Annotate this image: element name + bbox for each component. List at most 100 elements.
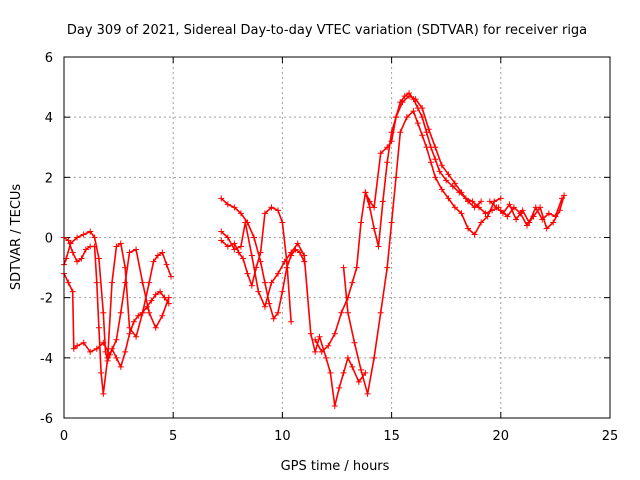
data-point <box>375 243 382 250</box>
x-axis-label: GPS time / hours <box>281 459 390 474</box>
data-point <box>388 219 395 226</box>
data-point <box>478 198 485 205</box>
data-point <box>493 204 500 211</box>
data-point <box>74 234 81 241</box>
data-point <box>113 243 120 250</box>
data-point <box>257 249 264 256</box>
data-point <box>371 225 378 232</box>
data-point <box>231 204 238 211</box>
data-point <box>438 162 445 169</box>
series-line <box>220 221 367 407</box>
data-point <box>93 279 100 286</box>
series-track-1 <box>61 228 172 370</box>
data-point <box>307 330 314 337</box>
data-point <box>218 195 225 202</box>
data-point <box>318 348 325 355</box>
data-point <box>419 132 426 139</box>
data-point <box>443 177 450 184</box>
data-point <box>279 219 286 226</box>
data-point <box>126 249 133 256</box>
data-point <box>133 246 140 253</box>
series-track-9 <box>362 93 485 211</box>
y-tick-label: 4 <box>45 111 53 126</box>
data-point <box>139 279 146 286</box>
data-point <box>419 105 426 112</box>
data-point <box>270 315 277 322</box>
data-point <box>497 195 504 202</box>
data-point <box>104 354 111 361</box>
data-point <box>152 324 159 331</box>
data-point <box>366 198 373 205</box>
data-point <box>301 252 308 259</box>
data-point <box>154 252 161 259</box>
data-point <box>109 279 116 286</box>
series-track-7 <box>312 90 502 355</box>
data-point <box>139 309 146 316</box>
data-point <box>87 348 94 355</box>
data-point <box>550 219 557 226</box>
data-point <box>312 348 319 355</box>
data-point <box>331 330 338 337</box>
data-point <box>146 279 153 286</box>
data-point <box>423 144 430 151</box>
x-tick-label: 0 <box>60 429 68 444</box>
data-point <box>100 309 107 316</box>
series-line <box>63 248 170 356</box>
series-track-5 <box>218 204 295 325</box>
data-point <box>100 390 107 397</box>
data-point <box>338 309 345 316</box>
data-point <box>275 270 282 277</box>
data-point <box>504 213 511 220</box>
data-point <box>231 240 238 247</box>
data-point <box>261 210 268 217</box>
data-point <box>506 201 513 208</box>
data-point <box>95 255 102 262</box>
data-point <box>497 207 504 214</box>
plot-frame <box>63 56 611 419</box>
data-point <box>445 195 452 202</box>
data-point <box>117 240 124 247</box>
data-point <box>423 129 430 136</box>
x-tick-labels: 0 5 10 15 20 25 <box>60 429 618 444</box>
data-point <box>392 174 399 181</box>
data-point <box>465 198 472 205</box>
data-point <box>78 255 85 262</box>
data-point <box>218 228 225 235</box>
grid-layer <box>64 57 610 418</box>
data-point <box>427 159 434 166</box>
data-point <box>113 336 120 343</box>
series-track-2 <box>61 234 175 397</box>
data-point <box>458 189 465 196</box>
data-point <box>146 309 153 316</box>
data-point <box>513 216 520 223</box>
data-point <box>165 294 172 301</box>
data-point <box>150 258 157 265</box>
data-point <box>117 309 124 316</box>
data-point <box>432 174 439 181</box>
data-point <box>117 363 124 370</box>
data-point <box>244 270 251 277</box>
y-tick-label: -2 <box>40 292 53 307</box>
data-point <box>543 225 550 232</box>
data-point <box>266 300 273 307</box>
y-axis-label: SDTVAR / TECUs <box>9 184 24 291</box>
data-point <box>353 264 360 271</box>
data-point <box>379 198 386 205</box>
data-point <box>414 120 421 127</box>
data-point <box>451 180 458 187</box>
data-point <box>312 336 319 343</box>
data-point <box>275 207 282 214</box>
data-point <box>240 255 247 262</box>
data-point <box>122 348 129 355</box>
data-point <box>465 225 472 232</box>
data-point <box>458 210 465 217</box>
series-track-6 <box>218 219 369 409</box>
data-point <box>74 258 81 265</box>
data-point <box>275 309 282 316</box>
data-point <box>449 183 456 190</box>
data-point <box>344 309 351 316</box>
data-point <box>251 234 258 241</box>
data-point <box>130 318 137 325</box>
data-point <box>261 279 268 286</box>
series-track-8 <box>340 108 504 397</box>
